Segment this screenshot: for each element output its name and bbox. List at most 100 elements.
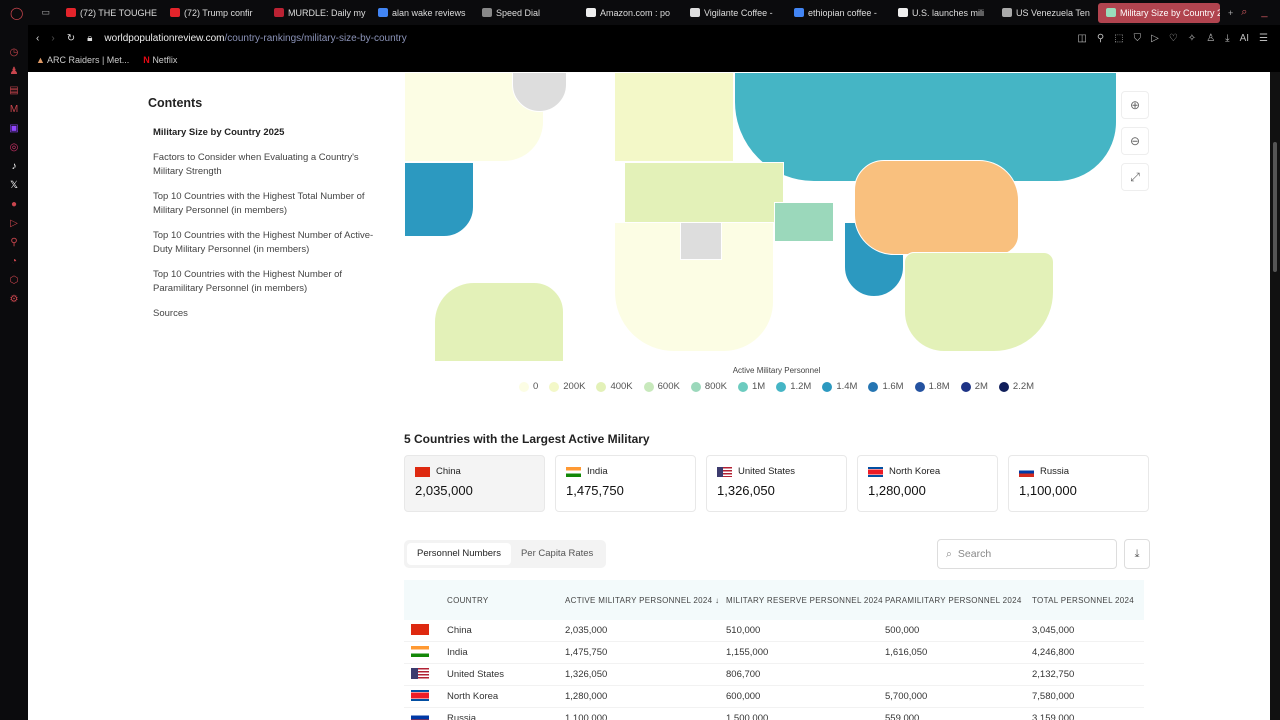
- col-active[interactable]: ACTIVE MILITARY PERSONNEL 2024 ↓: [565, 596, 726, 605]
- legend-item[interactable]: 0: [518, 381, 538, 392]
- zoom-in-button[interactable]: ⊕: [1121, 91, 1149, 119]
- browser-tab[interactable]: Speed Dial: [474, 3, 574, 23]
- legend-item[interactable]: 1.6M: [868, 381, 904, 392]
- play-icon[interactable]: ▷: [1151, 32, 1159, 44]
- ai-icon[interactable]: ♟: [9, 66, 19, 77]
- download-button[interactable]: ⤓: [1124, 539, 1150, 569]
- browser-tab[interactable]: Military Size by Country 20: [1097, 2, 1220, 23]
- download-icon[interactable]: ⤓: [1225, 32, 1230, 44]
- profile-icon[interactable]: ♙: [1206, 32, 1216, 44]
- back-button[interactable]: ‹: [36, 32, 40, 44]
- legend-item[interactable]: 1.4M: [822, 381, 857, 392]
- player-icon[interactable]: ▷: [10, 218, 18, 229]
- toc-link[interactable]: Top 10 Countries with the Highest Number…: [153, 230, 374, 255]
- country-card[interactable]: North Korea 1,280,000: [857, 455, 998, 512]
- legend-item[interactable]: 1.8M: [914, 381, 950, 392]
- world-map[interactable]: [404, 72, 1117, 362]
- twitch-icon[interactable]: ▣: [9, 123, 19, 134]
- table-row[interactable]: Russia 1,100,000 1,500,000 559,000 3,159,000: [404, 708, 1144, 720]
- settings-icon[interactable]: ⚙: [9, 294, 19, 305]
- search-input[interactable]: ⌕ Search: [937, 539, 1117, 569]
- card-country: India: [587, 466, 608, 477]
- bookmarks-bar: ▲ ARC Raiders | Met... N Netflix: [28, 51, 177, 69]
- shield-icon[interactable]: ⛉: [1133, 32, 1142, 44]
- extensions-icon[interactable]: ⬡: [9, 275, 19, 286]
- table-row[interactable]: North Korea 1,280,000 600,000 5,700,000 7,58…: [404, 686, 1144, 708]
- browser-tab[interactable]: (72) THE TOUGHE: [58, 3, 158, 23]
- pin-icon[interactable]: ⚲: [10, 237, 18, 248]
- toc-link[interactable]: Top 10 Countries with the Highest Total …: [153, 191, 365, 216]
- reload-button[interactable]: ↻: [66, 32, 76, 44]
- forward-button[interactable]: ›: [51, 32, 55, 44]
- legend-item[interactable]: 1M: [738, 381, 765, 392]
- url-field[interactable]: worldpopulationreview.com/country-rankin…: [104, 33, 406, 44]
- col-reserve[interactable]: MILITARY RESERVE PERSONNEL 2024: [726, 595, 883, 605]
- history-icon[interactable]: ◔: [10, 256, 18, 267]
- menu-icon[interactable]: ☰: [1259, 32, 1268, 44]
- toc-link[interactable]: Top 10 Countries with the Highest Number…: [153, 269, 343, 294]
- legend-item[interactable]: 600K: [643, 381, 680, 392]
- table-row[interactable]: China 2,035,000 510,000 500,000 3,045,000: [404, 620, 1144, 642]
- legend-swatch: [960, 381, 971, 392]
- x-icon[interactable]: 𝕏: [9, 180, 19, 191]
- flag-icon: [415, 466, 430, 477]
- card-country: United States: [738, 466, 796, 477]
- tiktok-icon[interactable]: ♪: [11, 161, 17, 172]
- page-scrollbar[interactable]: [1270, 72, 1280, 720]
- col-paramilitary[interactable]: PARAMILITARY PERSONNEL 2024: [885, 595, 1022, 605]
- browser-tab[interactable]: ethiopian coffee -: [786, 3, 886, 23]
- zoom-out-button[interactable]: ⊖: [1121, 127, 1149, 155]
- instagram-icon[interactable]: ◎: [9, 142, 19, 153]
- flag-icon: [566, 466, 581, 477]
- table-of-contents: Contents Military Size by Country 2025 Fa…: [148, 96, 388, 332]
- pin-icon[interactable]: ⚲: [1096, 32, 1105, 44]
- browser-tab[interactable]: Amazon.com : po: [578, 3, 678, 23]
- browser-tab[interactable]: Vigilante Coffee -: [682, 3, 782, 23]
- bookmark-arc-raiders[interactable]: ▲ ARC Raiders | Met...: [36, 55, 130, 65]
- legend-item[interactable]: 2M: [960, 381, 988, 392]
- split-icon[interactable]: ◫: [1077, 32, 1087, 44]
- table-row[interactable]: India 1,475,750 1,155,000 1,616,050 4,246,80…: [404, 642, 1144, 664]
- ai-button[interactable]: AI: [1239, 32, 1250, 44]
- tab-personnel-numbers[interactable]: Personnel Numbers: [407, 543, 511, 565]
- new-tab-button[interactable]: +: [1227, 7, 1234, 18]
- music-icon[interactable]: ●: [10, 199, 18, 210]
- workspace-icon[interactable]: ▭: [41, 7, 50, 17]
- toc-link[interactable]: Sources: [153, 308, 188, 319]
- country-card[interactable]: India 1,475,750: [555, 455, 696, 512]
- legend-item[interactable]: 400K: [596, 381, 633, 392]
- sort-arrow-icon: ↓: [714, 595, 720, 605]
- col-country[interactable]: COUNTRY: [447, 595, 489, 605]
- legend-item[interactable]: 2.2M: [998, 381, 1034, 392]
- legend-swatch: [822, 381, 833, 392]
- bookmark-netflix[interactable]: N Netflix: [143, 55, 178, 65]
- mail-icon[interactable]: M: [9, 104, 19, 115]
- card-value: 1,326,050: [717, 483, 775, 498]
- table-row[interactable]: United States 1,326,050 806,700 2,132,750: [404, 664, 1144, 686]
- legend-item[interactable]: 1.2M: [776, 381, 811, 392]
- toc-link[interactable]: Military Size by Country 2025: [153, 127, 285, 138]
- browser-tab[interactable]: U.S. launches mili: [890, 3, 990, 23]
- news-icon[interactable]: ▤: [9, 85, 19, 96]
- browser-tab[interactable]: MURDLE: Daily my: [266, 3, 366, 23]
- extensions-icon[interactable]: ✧: [1187, 32, 1197, 44]
- col-total[interactable]: TOTAL PERSONNEL 2024: [1032, 595, 1135, 605]
- browser-tab[interactable]: US Venezuela Ten: [994, 3, 1094, 23]
- legend-item[interactable]: 800K: [690, 381, 727, 392]
- legend-item[interactable]: 200K: [549, 381, 585, 392]
- search-tabs-icon[interactable]: ⌕: [1241, 6, 1248, 18]
- browser-tab[interactable]: alan wake reviews: [370, 3, 470, 23]
- country-card[interactable]: Russia 1,100,000: [1008, 455, 1149, 512]
- browser-tab[interactable]: (72) Trump confir: [162, 3, 262, 23]
- fullscreen-button[interactable]: ⤢: [1121, 163, 1149, 191]
- speed-dial-icon[interactable]: ◷: [9, 47, 19, 58]
- legend-label: 400K: [610, 381, 633, 392]
- minimize-button[interactable]: _: [1261, 6, 1268, 18]
- toc-link[interactable]: Factors to Consider when Evaluating a Co…: [153, 152, 359, 177]
- snapshot-icon[interactable]: ⬚: [1114, 32, 1124, 44]
- tab-per-capita-rates[interactable]: Per Capita Rates: [520, 548, 594, 559]
- heart-icon[interactable]: ♡: [1168, 32, 1178, 44]
- opera-logo-icon[interactable]: ◯: [10, 5, 24, 20]
- country-card[interactable]: China 2,035,000: [404, 455, 545, 512]
- country-card[interactable]: United States 1,326,050: [706, 455, 847, 512]
